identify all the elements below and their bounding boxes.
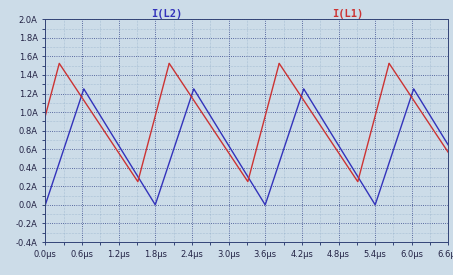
Text: I(L1): I(L1) — [332, 9, 363, 19]
Text: I(L2): I(L2) — [151, 9, 182, 19]
